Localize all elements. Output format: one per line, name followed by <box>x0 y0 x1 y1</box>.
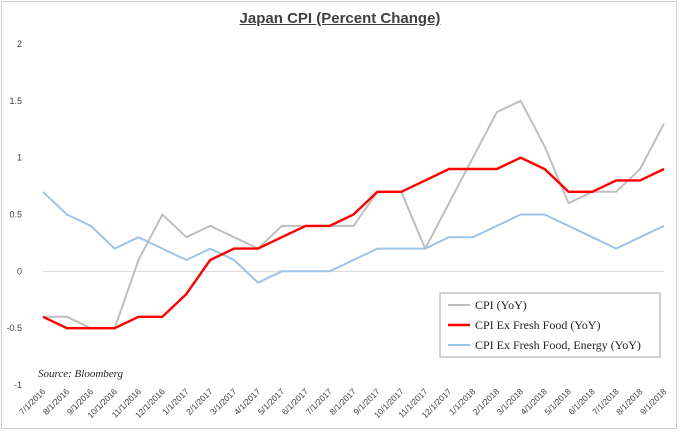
source-note: Source: Bloomberg <box>38 368 124 380</box>
chart-title: Japan CPI (Percent Change) <box>239 10 441 27</box>
series-line-3 <box>42 191 665 284</box>
series-line-2 <box>42 156 665 330</box>
y-tick-label: 0.5 <box>9 210 22 220</box>
y-tick-label: 2 <box>17 39 22 49</box>
legend-box <box>439 292 661 358</box>
legend-label: CPI Ex Fresh Food (YoY) <box>475 318 600 332</box>
y-tick-label: 1.5 <box>9 96 22 106</box>
legend: CPI (YoY) CPI Ex Fresh Food (YoY) CPI Ex F… <box>439 292 661 358</box>
legend-label: CPI Ex Fresh Food, Energy (YoY) <box>475 338 641 352</box>
y-tick-label: -1 <box>14 380 22 390</box>
legend-label: CPI (YoY) <box>475 298 527 312</box>
y-tick-label: -0.5 <box>6 323 22 333</box>
axes: -1-0.500.511.527/1/20168/1/20169/1/20161… <box>6 39 668 420</box>
y-tick-label: 1 <box>17 153 22 163</box>
x-tick-label: 9/1/2018 <box>638 386 669 417</box>
series-lines <box>42 99 665 330</box>
y-tick-label: 0 <box>17 266 22 276</box>
